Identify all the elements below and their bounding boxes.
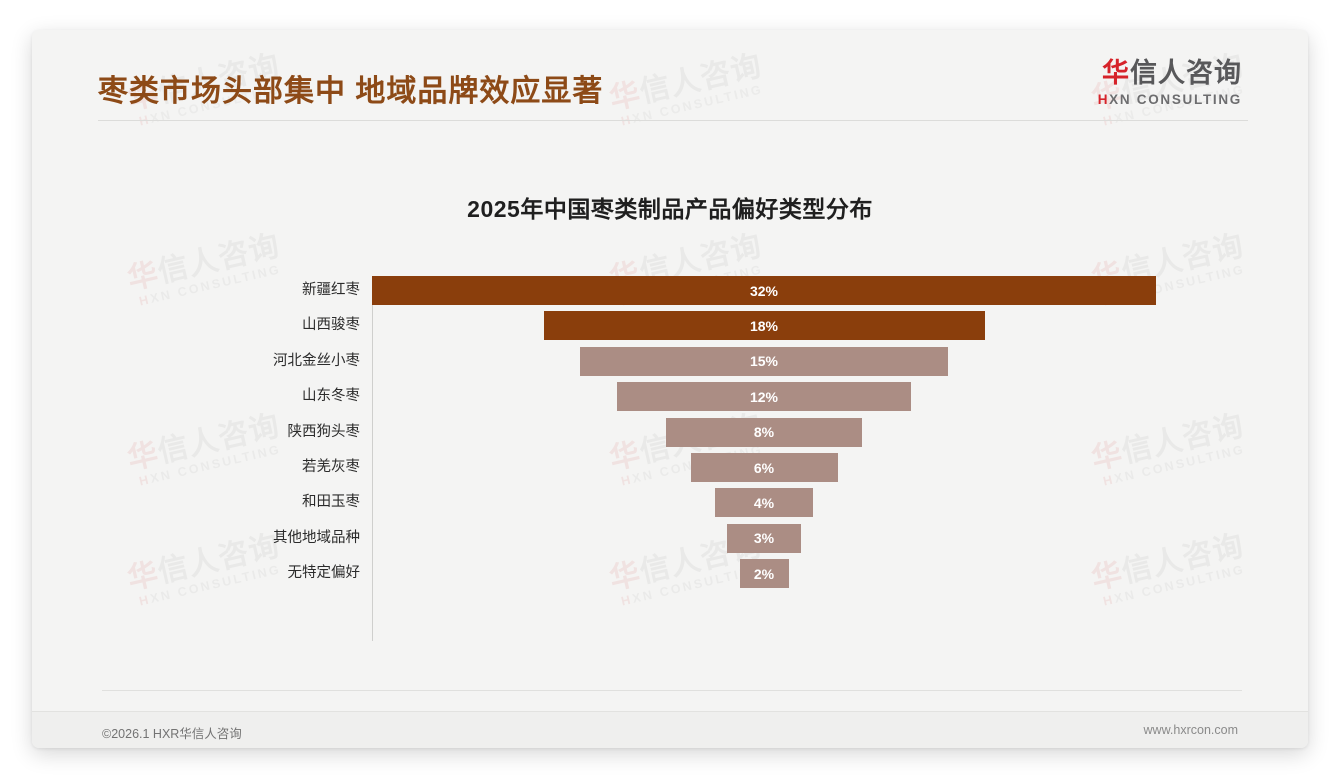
funnel-bar[interactable]: 6% [690, 453, 838, 482]
funnel-bar-value: 18% [749, 317, 779, 334]
footer-bar: ©2026.1 HXR华信人咨询 www.hxrcon.com [32, 711, 1308, 748]
header-divider [98, 120, 1248, 121]
slide-header: 枣类市场头部集中 地域品牌效应显著 华信人咨询 HXN CONSULTING [32, 30, 1308, 140]
slide-card: 华信人咨询 HXN CONSULTING 华信人咨询 HXN CONSULTING 华信… [32, 30, 1308, 748]
brand-logo-chinese: 华信人咨询 [1098, 58, 1242, 89]
funnel-category-label: 和田玉枣 [302, 494, 360, 511]
funnel-bar[interactable]: 3% [727, 523, 801, 553]
funnel-bar-value: 15% [749, 353, 779, 370]
funnel-row: 山西骏枣 18% [102, 308, 1242, 343]
funnel-bar-value: 2% [753, 565, 775, 582]
funnel-row: 山东冬枣 12% [102, 379, 1242, 414]
chart-axis-line [372, 276, 373, 641]
funnel-row: 新疆红枣 32% [102, 273, 1242, 308]
funnel-category-label: 其他地域品种 [273, 529, 360, 546]
chart-title: 2025年中国枣类制品产品偏好类型分布 [467, 196, 873, 222]
page-title: 枣类市场头部集中 地域品牌效应显著 [98, 75, 604, 108]
brand-logo-cn-rest: 信人咨询 [1130, 58, 1242, 88]
footer-copyright: ©2026.1 HXR华信人咨询 [102, 727, 242, 741]
funnel-row: 和田玉枣 4% [102, 485, 1242, 520]
funnel-category-label: 若羌灰枣 [302, 459, 360, 475]
funnel-bar[interactable]: 18% [543, 311, 985, 341]
funnel-category-label: 河北金丝小枣 [273, 352, 360, 369]
funnel-bar[interactable]: 2% [739, 559, 789, 589]
funnel-row: 若羌灰枣 6% [102, 450, 1242, 485]
brand-logo-english: HXN CONSULTING [1098, 92, 1242, 107]
funnel-bar-value: 3% [753, 530, 775, 547]
funnel-bar-value: 8% [753, 424, 775, 441]
funnel-category-label: 陕西狗头枣 [287, 423, 361, 440]
funnel-chart: 新疆红枣 32% 山西骏枣 18% 河北金丝小枣 15% 山东冬枣 12% 陕西狗头枣 8% 若羌灰… [102, 273, 1242, 643]
footer-website[interactable]: www.hxrcon.com [1143, 723, 1238, 737]
funnel-bar-value: 12% [749, 388, 779, 405]
chart-region: 2025年中国枣类制品产品偏好类型分布 新疆红枣 32% 山西骏枣 18% 河北金丝小枣… [32, 140, 1308, 660]
funnel-bar-value: 6% [753, 459, 775, 476]
brand-logo-en-rest: XN CONSULTING [1109, 92, 1242, 108]
funnel-row: 其他地域品种 3% [102, 521, 1242, 556]
footnote-divider [102, 690, 1242, 691]
funnel-bar[interactable]: 32% [372, 276, 1156, 305]
funnel-row: 无特定偏好 2% [102, 556, 1242, 591]
funnel-bar[interactable]: 4% [715, 488, 813, 518]
funnel-bar[interactable]: 8% [666, 417, 862, 447]
funnel-row: 陕西狗头枣 8% [102, 415, 1242, 450]
funnel-category-label: 新疆红枣 [302, 282, 360, 298]
funnel-bar[interactable]: 12% [617, 382, 911, 412]
funnel-bar-value: 32% [749, 282, 779, 299]
brand-logo-cn-accent: 华 [1102, 58, 1130, 88]
funnel-row: 河北金丝小枣 15% [102, 344, 1242, 379]
funnel-category-label: 山东冬枣 [302, 388, 360, 405]
brand-logo-en-accent: H [1097, 92, 1110, 108]
funnel-category-label: 山西骏枣 [302, 317, 360, 334]
funnel-bar[interactable]: 15% [580, 346, 948, 376]
brand-logo: 华信人咨询 HXN CONSULTING [1098, 58, 1242, 107]
funnel-category-label: 无特定偏好 [287, 565, 361, 582]
funnel-bar-value: 4% [753, 494, 775, 511]
